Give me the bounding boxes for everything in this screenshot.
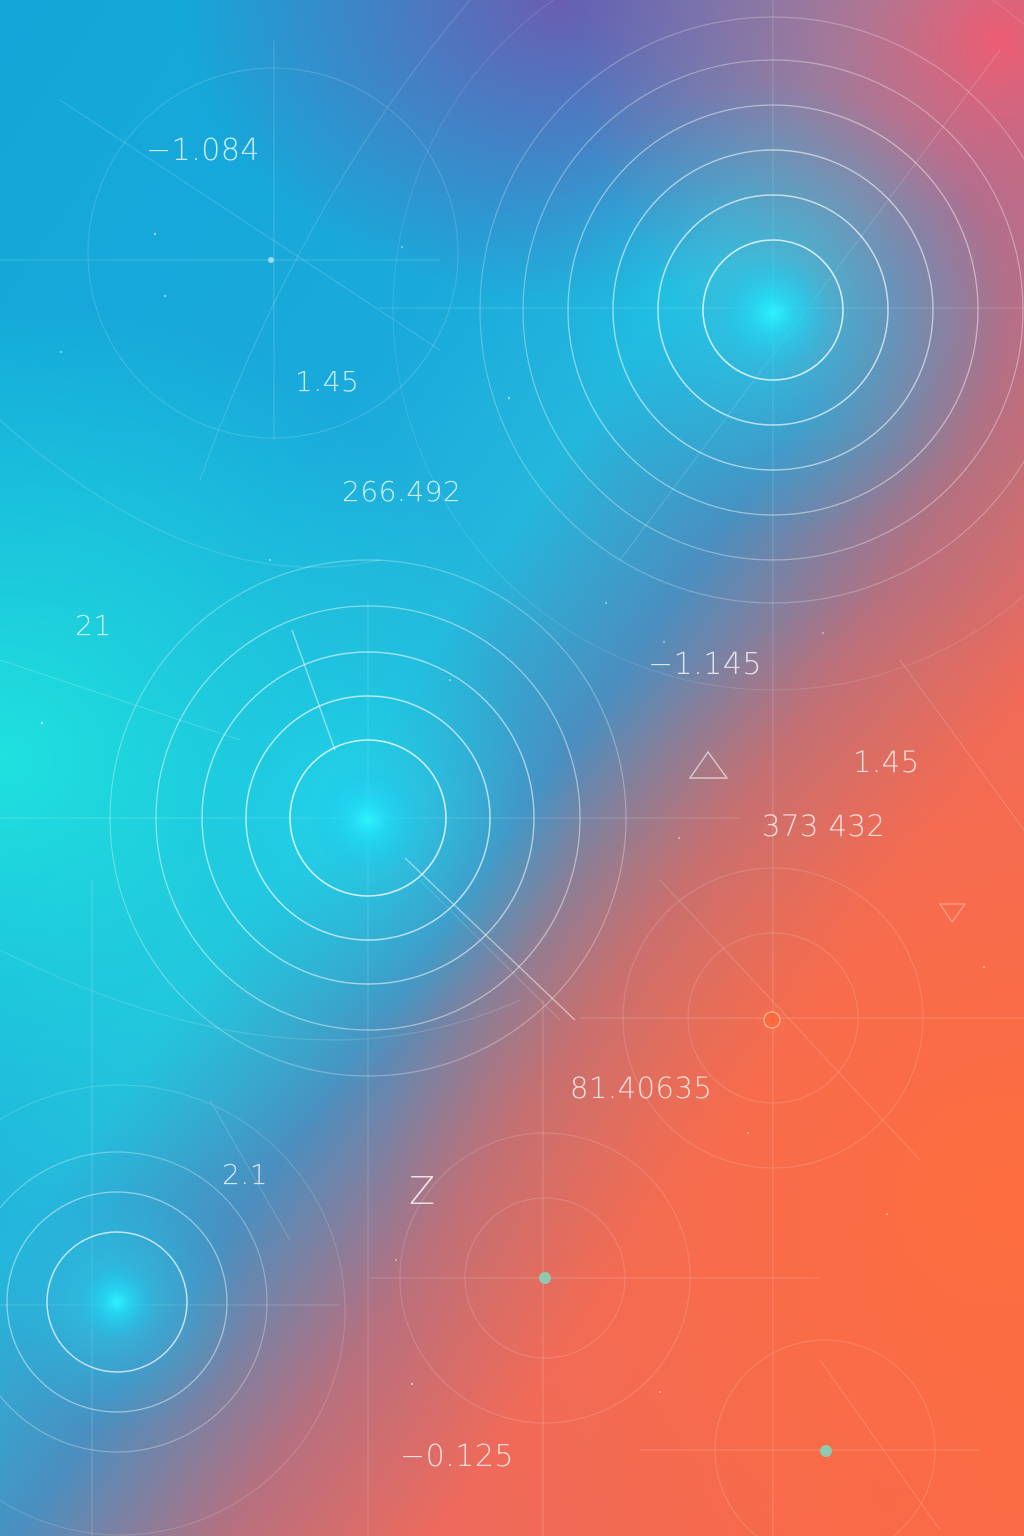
target-middle-left (109, 559, 627, 1077)
value-label: 266.492 (342, 475, 462, 508)
faint-arcs (0, 0, 935, 1536)
value-label: −1.145 (648, 647, 763, 682)
sparkles (40, 232, 985, 1393)
triangle-down-icon (938, 903, 967, 924)
markers (268, 257, 967, 1457)
teal-dot-bottom (820, 1445, 832, 1457)
letter-label: Z (409, 1169, 436, 1213)
center-dot-top-left (268, 257, 274, 263)
value-label: 1.45 (295, 365, 360, 398)
target-bottom-left (0, 1151, 268, 1453)
value-label: −1.084 (146, 133, 261, 168)
value-label: 1.45 (853, 745, 920, 779)
value-label: 81.40635 (570, 1071, 713, 1105)
target-top-right (392, 0, 1024, 691)
value-label: −0.125 (400, 1439, 515, 1474)
value-label: 373 432 (762, 809, 886, 843)
value-label: 21 (75, 609, 112, 642)
teal-dot-lower (539, 1272, 551, 1284)
value-label: 2.1 (222, 1158, 269, 1191)
triangle-up-icon (688, 750, 729, 779)
